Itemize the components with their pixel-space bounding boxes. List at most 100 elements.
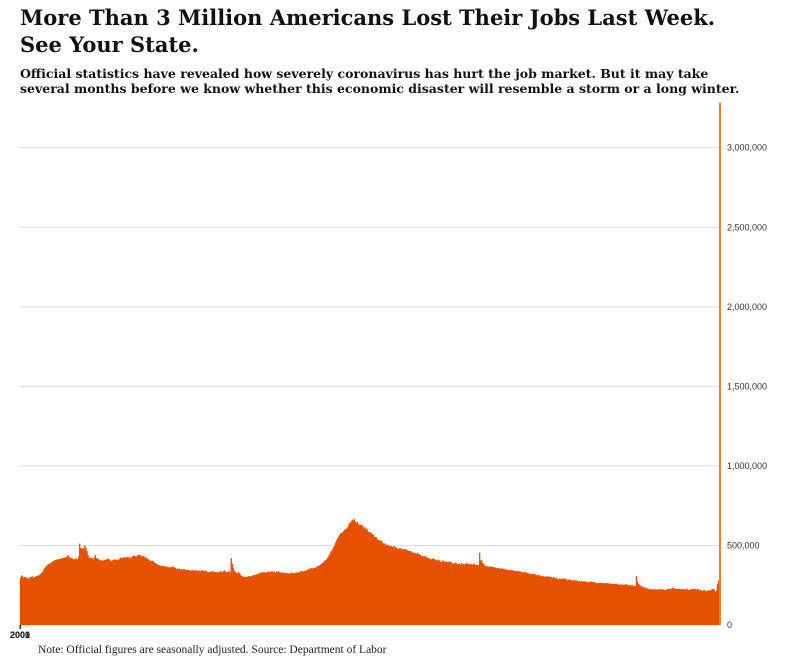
bar: [670, 589, 672, 625]
bar: [402, 548, 404, 625]
bar: [636, 581, 639, 625]
bar: [443, 561, 445, 625]
bar: [372, 535, 375, 625]
bar: [245, 577, 247, 625]
bar: [61, 558, 63, 625]
bar: [378, 540, 381, 625]
bar: [617, 584, 620, 625]
bar: [403, 549, 405, 625]
bar: [141, 556, 143, 625]
bar: [180, 569, 182, 625]
bar: [131, 556, 133, 625]
bar: [628, 585, 630, 625]
bar: [512, 570, 515, 625]
bar: [417, 554, 420, 625]
bar: [129, 557, 131, 625]
bar: [526, 572, 528, 625]
bar: [476, 565, 479, 625]
bar: [412, 553, 415, 625]
bar: [287, 573, 289, 625]
bar: [482, 562, 484, 625]
bar: [543, 576, 545, 625]
bar: [315, 566, 318, 625]
bar: [470, 564, 472, 625]
bar: [173, 567, 176, 625]
bar: [184, 569, 186, 625]
bar: [271, 571, 273, 625]
bar: [590, 581, 592, 625]
bar: [146, 558, 148, 625]
bar: [233, 570, 236, 625]
bar: [63, 557, 65, 625]
bar: [217, 572, 220, 625]
bar: [524, 571, 526, 625]
bar: [353, 519, 356, 625]
bar: [111, 560, 113, 625]
bar: [198, 570, 201, 625]
bar: [337, 536, 340, 625]
bar: [584, 581, 586, 625]
bar: [646, 588, 648, 625]
bar: [158, 565, 161, 625]
bar: [314, 567, 317, 625]
bar: [582, 581, 584, 625]
bar: [175, 569, 178, 625]
bar: [603, 583, 605, 625]
bar: [21, 575, 23, 625]
bar: [241, 576, 243, 625]
bar: [80, 547, 82, 625]
bar: [533, 573, 536, 625]
bar: [154, 563, 157, 625]
bar: [134, 556, 137, 625]
bar: [307, 569, 309, 625]
bar: [649, 589, 651, 625]
bar: [215, 572, 218, 625]
bar: [635, 576, 638, 625]
bar: [349, 522, 351, 625]
bar: [425, 556, 427, 625]
bar: [368, 532, 370, 625]
bar: [521, 572, 523, 625]
bar: [464, 564, 466, 625]
bar: [471, 565, 473, 625]
bar: [253, 575, 256, 625]
bar: [101, 560, 103, 625]
bar: [623, 584, 625, 625]
bar: [289, 573, 291, 625]
bar: [522, 572, 524, 625]
bar: [529, 573, 531, 625]
bar: [690, 589, 692, 625]
bar: [230, 558, 232, 625]
bar: [433, 558, 436, 625]
bar: [487, 566, 489, 625]
bar: [191, 570, 193, 625]
bar: [542, 576, 544, 625]
bar: [320, 564, 322, 625]
bar: [684, 589, 686, 625]
bar: [112, 559, 115, 625]
bar: [73, 559, 76, 625]
bar: [518, 571, 521, 625]
bar: [655, 589, 658, 625]
bar: [547, 576, 549, 625]
bar: [243, 576, 245, 625]
bar: [237, 572, 240, 625]
bar: [528, 573, 530, 625]
bar: [326, 558, 328, 625]
bar: [172, 566, 175, 625]
bar: [657, 589, 660, 625]
bar: [436, 559, 439, 625]
bar: [344, 529, 346, 625]
bar: [467, 564, 469, 625]
bar: [70, 557, 72, 625]
bar: [202, 570, 204, 625]
bar: [627, 585, 629, 625]
bar: [709, 590, 711, 625]
bar: [83, 548, 85, 625]
bar: [465, 563, 467, 625]
bar: [444, 561, 446, 625]
bar: [78, 543, 81, 625]
bar: [138, 554, 141, 625]
bar: [513, 571, 516, 625]
bar: [262, 572, 264, 625]
